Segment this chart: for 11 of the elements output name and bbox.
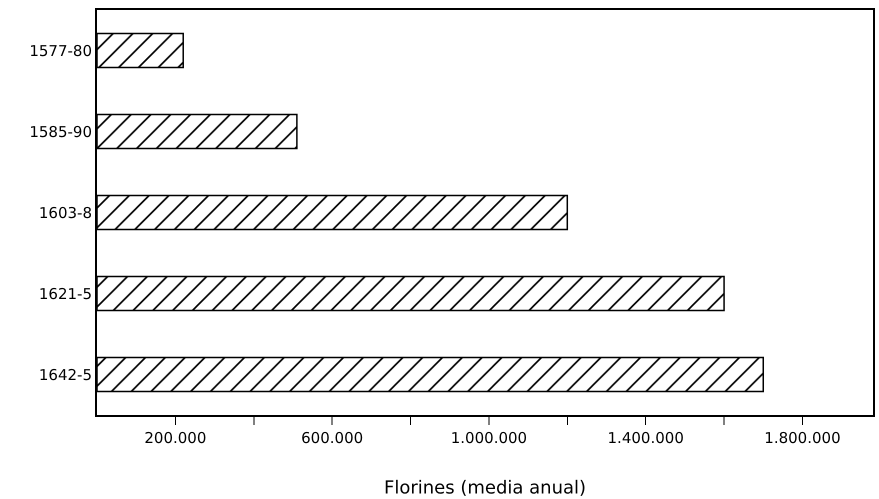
x-tick-label: 1.000.000 <box>450 429 528 447</box>
x-tick-label: 1.400.000 <box>608 429 684 447</box>
y-tick-label: 1577-80 <box>29 42 92 60</box>
y-tick-label: 1585-90 <box>29 122 92 141</box>
x-tick-label: 200.000 <box>144 429 206 447</box>
x-axis-title: Florines (media anual) <box>384 478 586 499</box>
y-tick-label: 1621-5 <box>38 284 92 303</box>
x-tick-label: 1.800.000 <box>764 429 841 447</box>
y-tick-label: 1642-5 <box>38 366 92 384</box>
x-tick-label: 600.000 <box>301 429 364 447</box>
y-tick-label: 1603-8 <box>38 204 92 222</box>
